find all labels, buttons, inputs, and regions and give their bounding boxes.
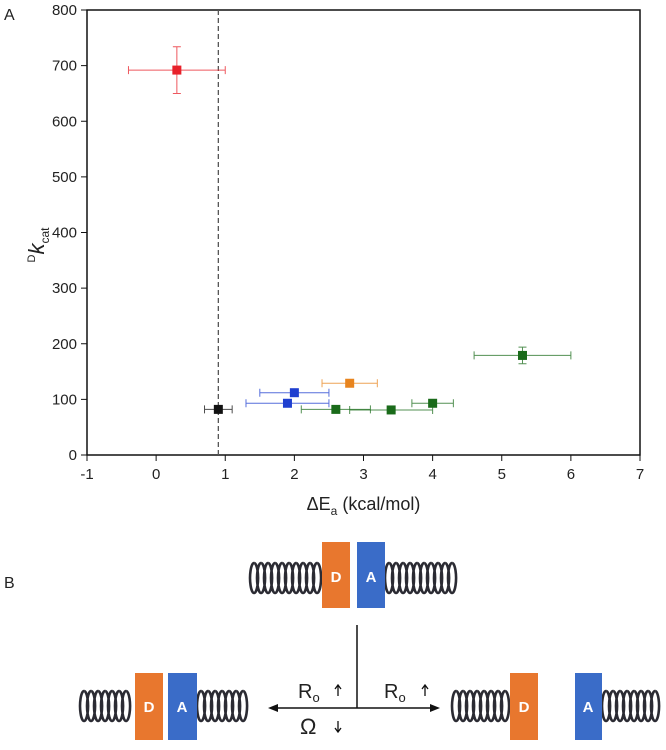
x-label-main: ΔE bbox=[307, 494, 331, 514]
x-tick-label: 3 bbox=[359, 466, 367, 483]
x-tick-label: 0 bbox=[152, 466, 160, 483]
spring bbox=[383, 561, 458, 595]
x-label-sub: a bbox=[331, 504, 338, 518]
rate-subscript: o bbox=[398, 690, 405, 705]
rate-subscript: o bbox=[312, 690, 319, 705]
spring bbox=[248, 561, 323, 595]
x-tick-label: 6 bbox=[567, 466, 575, 483]
x-axis-label: ΔEa (kcal/mol) bbox=[307, 494, 421, 518]
donor-block bbox=[322, 542, 350, 608]
rate-label: Ro bbox=[298, 681, 320, 705]
y-label-sub: cat bbox=[38, 227, 52, 244]
y-tick-label: 500 bbox=[52, 169, 77, 186]
y-tick-label: 800 bbox=[52, 2, 77, 19]
donor-label: D bbox=[144, 699, 155, 716]
point bbox=[289, 388, 299, 398]
diagram: D A D A D A Ro Ro Ω bbox=[78, 542, 661, 740]
y-axis-label: Dkcat bbox=[24, 227, 52, 263]
x-label-unit: (kcal/mol) bbox=[337, 494, 420, 514]
x-tick-label: 1 bbox=[221, 466, 229, 483]
y-label-sup: D bbox=[26, 254, 38, 262]
y-tick-label: 600 bbox=[52, 113, 77, 130]
y-label-main: k bbox=[24, 243, 49, 255]
acceptor-block bbox=[168, 673, 197, 740]
y-tick-label: 400 bbox=[52, 225, 77, 242]
spring bbox=[450, 689, 511, 723]
x-tick-label: 7 bbox=[636, 466, 644, 483]
rate-symbol: R bbox=[298, 681, 312, 703]
y-tick-label: 100 bbox=[52, 391, 77, 408]
x-tick-label: 4 bbox=[428, 466, 436, 483]
y-tick-label: 0 bbox=[69, 447, 77, 464]
x-tick-label: -1 bbox=[80, 466, 93, 483]
point bbox=[282, 398, 292, 408]
acceptor-label: A bbox=[583, 699, 594, 716]
point bbox=[213, 404, 223, 414]
plot-frame bbox=[86, 9, 641, 456]
panel-label: A bbox=[4, 7, 15, 24]
rate-label: Ro bbox=[384, 681, 406, 705]
acceptor-label: A bbox=[366, 569, 377, 586]
point bbox=[517, 350, 527, 360]
x-tick-label: 5 bbox=[498, 466, 506, 483]
rate-symbol: R bbox=[384, 681, 398, 703]
donor-block bbox=[510, 673, 538, 740]
omega-label: Ω bbox=[300, 714, 316, 739]
x-tick-label: 2 bbox=[290, 466, 298, 483]
point bbox=[331, 404, 341, 414]
donor-label: D bbox=[331, 569, 342, 586]
point bbox=[345, 378, 355, 388]
y-tick-label: 300 bbox=[52, 280, 77, 297]
acceptor-label: A bbox=[177, 699, 188, 716]
y-tick-label: 200 bbox=[52, 336, 77, 353]
point bbox=[386, 405, 396, 415]
springs bbox=[78, 561, 661, 723]
spring bbox=[195, 689, 249, 723]
small-arrows bbox=[334, 683, 429, 734]
spring bbox=[600, 689, 661, 723]
y-tick-label: 700 bbox=[52, 58, 77, 75]
acceptor-block bbox=[575, 673, 602, 740]
point bbox=[428, 398, 438, 408]
panel-label: B bbox=[4, 575, 15, 592]
spring bbox=[78, 689, 132, 723]
acceptor-block bbox=[357, 542, 385, 608]
donor-label: D bbox=[519, 699, 530, 716]
point bbox=[172, 65, 182, 75]
donor-block bbox=[135, 673, 163, 740]
